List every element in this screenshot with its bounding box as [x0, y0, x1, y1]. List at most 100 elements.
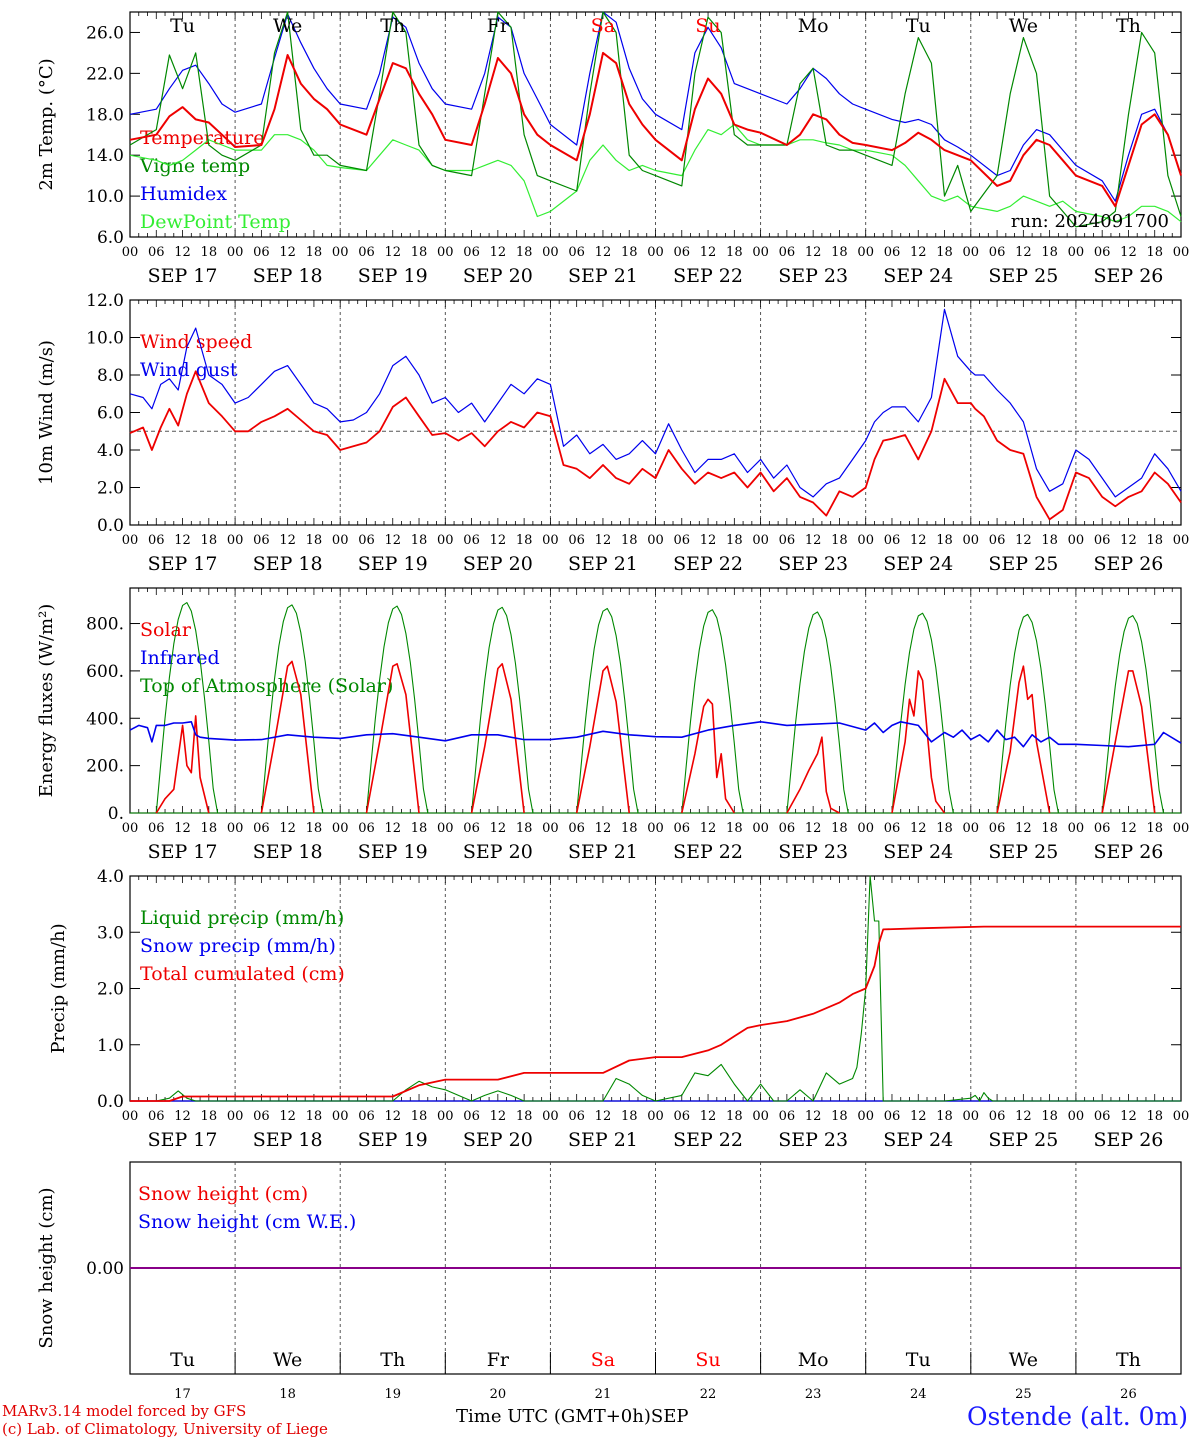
- toa-solar-curve: [572, 607, 639, 814]
- date-label: SEP 26: [1094, 841, 1164, 863]
- hour-tick-label: 12: [174, 821, 191, 836]
- legend-label: Snow height (cm W.E.): [138, 1211, 356, 1233]
- hour-tick-label: 18: [621, 1109, 638, 1124]
- hour-tick-label: 06: [148, 245, 165, 260]
- hour-tick-label: 06: [1094, 245, 1111, 260]
- weekday-label: We: [1009, 15, 1038, 37]
- legend-label: Liquid precip (mm/h): [140, 907, 344, 929]
- hour-tick-label: 18: [306, 533, 323, 548]
- hour-tick-label: 00: [647, 245, 664, 260]
- hour-tick-label: 12: [595, 1109, 612, 1124]
- hour-tick-label: 18: [726, 821, 743, 836]
- date-label: SEP 22: [673, 265, 743, 287]
- total-cumulated-line: [130, 925, 1181, 1102]
- date-label: SEP 18: [253, 553, 323, 575]
- weekday-label: We: [273, 1349, 302, 1371]
- toa-solar-curve: [467, 606, 534, 814]
- hour-tick-label: 00: [752, 245, 769, 260]
- hour-tick-label: 18: [1041, 821, 1058, 836]
- hour-tick-label: 00: [857, 533, 874, 548]
- hour-tick-label: 18: [726, 1109, 743, 1124]
- hour-tick-label: 06: [463, 1109, 480, 1124]
- hour-tick-label: 12: [700, 533, 717, 548]
- weekday-label: Th: [380, 1349, 405, 1371]
- hour-tick-label: 00: [1068, 821, 1085, 836]
- legend-label: Temperature: [140, 127, 264, 149]
- toa-solar-curve: [992, 613, 1059, 814]
- hour-tick-label: 00: [542, 533, 559, 548]
- hour-tick-label: 12: [1015, 1109, 1032, 1124]
- hour-tick-label: 00: [437, 245, 454, 260]
- hour-tick-label: 06: [253, 533, 270, 548]
- hour-tick-label: 12: [700, 245, 717, 260]
- hour-tick-label: 00: [227, 533, 244, 548]
- y-tick-label: 2.0: [97, 479, 124, 499]
- legend-label: Wind gust: [140, 359, 238, 381]
- hour-tick-label: 06: [779, 1109, 796, 1124]
- toa-solar-curve: [887, 612, 954, 814]
- legend-label: Solar: [140, 619, 192, 641]
- hour-tick-label: 06: [884, 821, 901, 836]
- hour-tick-label: 18: [1146, 821, 1163, 836]
- hour-tick-label: 18: [1146, 533, 1163, 548]
- day-number-label: 19: [384, 1387, 401, 1402]
- weekday-label: Fr: [487, 1349, 510, 1371]
- hour-tick-label: 00: [1068, 533, 1085, 548]
- y-tick-label: 4.0: [97, 867, 124, 887]
- date-label: SEP 25: [988, 553, 1058, 575]
- date-label: SEP 21: [568, 1129, 638, 1151]
- hour-tick-label: 12: [1015, 245, 1032, 260]
- hour-tick-label: 00: [857, 1109, 874, 1124]
- y-tick-label: 0.0: [97, 516, 124, 536]
- hour-tick-label: 18: [306, 1109, 323, 1124]
- hour-tick-label: 12: [1015, 821, 1032, 836]
- weekday-label: Mo: [798, 15, 829, 37]
- wind-series-line: [129, 370, 1182, 521]
- hour-tick-label: 18: [1146, 245, 1163, 260]
- hour-tick-label: 18: [516, 1109, 533, 1124]
- hour-tick-label: 12: [700, 821, 717, 836]
- date-label: SEP 20: [463, 265, 533, 287]
- date-label: SEP 25: [988, 841, 1058, 863]
- hour-tick-label: 06: [463, 245, 480, 260]
- day-number-label: 25: [1015, 1387, 1032, 1402]
- hour-tick-label: 18: [1041, 533, 1058, 548]
- hour-tick-label: 06: [253, 245, 270, 260]
- credit-model: MARv3.14 model forced by GFS: [2, 1402, 247, 1420]
- hour-tick-label: 06: [253, 1109, 270, 1124]
- hour-tick-label: 00: [647, 533, 664, 548]
- hour-tick-label: 18: [936, 533, 953, 548]
- date-label: SEP 26: [1094, 265, 1164, 287]
- date-label: SEP 22: [673, 553, 743, 575]
- hour-tick-label: 06: [358, 821, 375, 836]
- solar-curve: [365, 662, 420, 814]
- date-label: SEP 20: [463, 553, 533, 575]
- hour-tick-label: 06: [779, 821, 796, 836]
- hour-tick-label: 12: [805, 533, 822, 548]
- hour-tick-label: 12: [805, 1109, 822, 1124]
- solar-curve: [786, 736, 840, 814]
- hour-tick-label: 06: [989, 821, 1006, 836]
- weekday-label: Tu: [170, 1349, 195, 1371]
- panel-4: 00 06 12 18 00 06 12 18 00 06 12 18 00 06 12 18 00 06 12 18…: [48, 867, 1189, 1151]
- hour-tick-label: 00: [752, 821, 769, 836]
- hour-tick-label: 00: [1173, 245, 1190, 260]
- temp-series-line: [129, 11, 1182, 202]
- weekday-label: Tu: [906, 1349, 931, 1371]
- hour-tick-label: 12: [1120, 533, 1137, 548]
- toa-solar-curve: [362, 605, 429, 814]
- hour-tick-label: 00: [437, 533, 454, 548]
- hour-tick-label: 00: [122, 533, 139, 548]
- hour-tick-label: 12: [1015, 533, 1032, 548]
- date-label: SEP 20: [463, 1129, 533, 1151]
- date-label: SEP 24: [883, 1129, 953, 1151]
- temp-series-line: [129, 11, 1182, 228]
- weekday-label: Sa: [591, 15, 615, 37]
- hour-tick-label: 12: [910, 245, 927, 260]
- hour-tick-label: 00: [857, 821, 874, 836]
- hour-tick-label: 18: [411, 533, 428, 548]
- hour-tick-label: 00: [963, 245, 980, 260]
- hour-tick-label: 00: [332, 821, 349, 836]
- date-label: SEP 24: [883, 841, 953, 863]
- date-label: SEP 22: [673, 1129, 743, 1151]
